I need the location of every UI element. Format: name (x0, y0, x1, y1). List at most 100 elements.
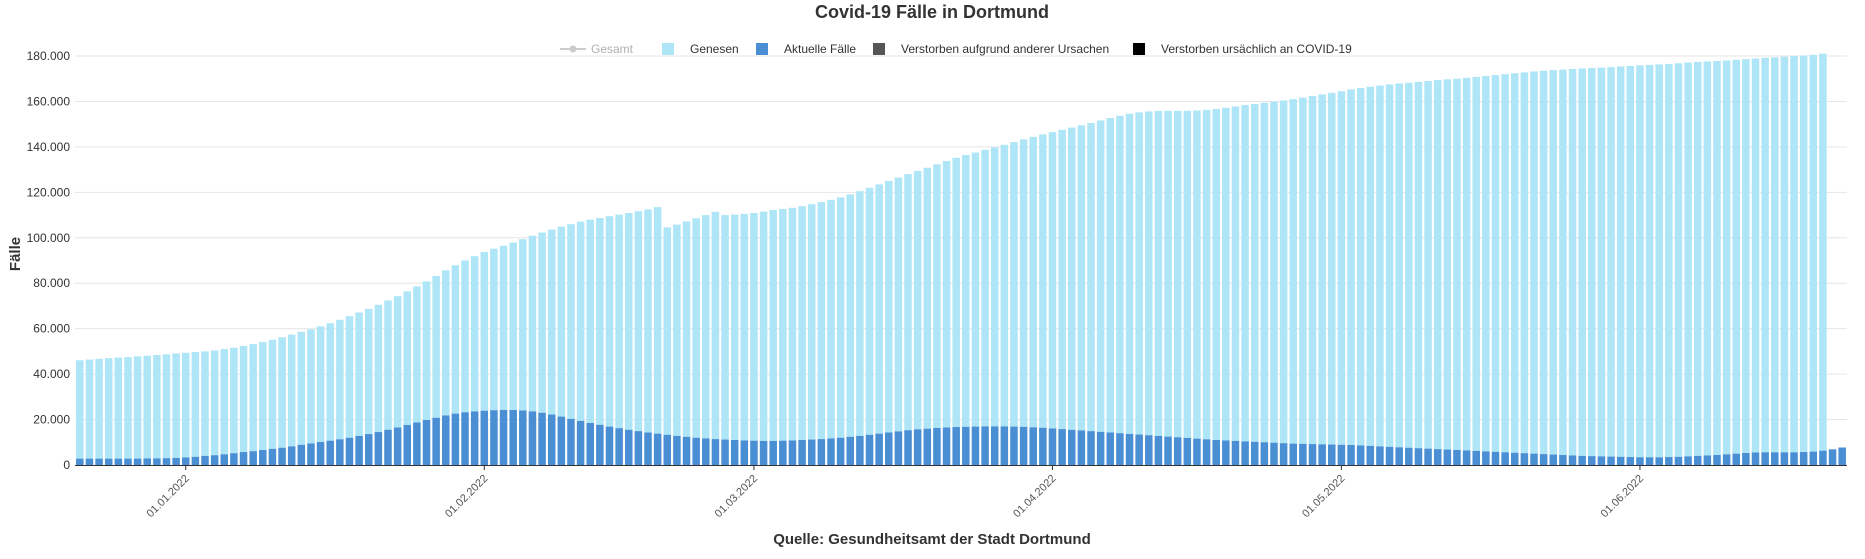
bar-aktuelle-faelle (817, 439, 826, 465)
bar-genesen (971, 152, 980, 427)
bar-aktuelle-faelle (1636, 457, 1644, 465)
bar-genesen (490, 248, 498, 411)
bar-aktuelle-faelle (615, 428, 623, 465)
bar-genesen (904, 174, 912, 431)
bar-genesen (942, 160, 951, 428)
bar-genesen (1655, 64, 1663, 458)
bar-aktuelle-faelle (1164, 436, 1172, 465)
bar-genesen (249, 344, 257, 452)
bar-aktuelle-faelle (1520, 453, 1529, 465)
bar-genesen (1665, 63, 1673, 458)
bar-aktuelle-faelle (740, 440, 749, 465)
bar-genesen (451, 265, 460, 414)
bar-genesen (1193, 110, 1201, 439)
bar-aktuelle-faelle (798, 440, 806, 465)
bar-aktuelle-faelle (1087, 431, 1095, 465)
bar-aktuelle-faelle (1414, 448, 1423, 465)
bar-genesen (1578, 68, 1586, 456)
legend: Gesamt Genesen Aktuelle Fälle Verstorben au… (560, 42, 1352, 56)
bar-genesen (1058, 129, 1066, 430)
bar-genesen (239, 345, 248, 453)
legend-item[interactable]: Aktuelle Fälle (756, 42, 856, 56)
bar-genesen (442, 270, 450, 416)
bar-genesen (547, 229, 556, 415)
bar-aktuelle-faelle (1106, 432, 1115, 465)
bar-genesen (230, 347, 238, 454)
bar-aktuelle-faelle (692, 437, 700, 465)
bar-genesen (1029, 136, 1037, 428)
bar-aktuelle-faelle (1761, 452, 1769, 465)
bar-aktuelle-faelle (297, 444, 306, 465)
bar-aktuelle-faelle (499, 410, 508, 465)
bar-genesen (1337, 91, 1346, 445)
bar-aktuelle-faelle (673, 435, 681, 465)
bar-genesen (1164, 110, 1172, 437)
bar-aktuelle-faelle (1616, 456, 1625, 465)
legend-item[interactable]: Genesen (662, 42, 739, 56)
bar-aktuelle-faelle (490, 410, 498, 465)
bar-genesen (865, 187, 874, 435)
legend-label: Gesamt (591, 42, 634, 56)
bar-aktuelle-faelle (875, 433, 883, 465)
bar-genesen (1684, 62, 1692, 457)
bar-genesen (114, 357, 123, 459)
bar-genesen (345, 316, 354, 438)
bar-aktuelle-faelle (1260, 442, 1269, 465)
bar-genesen (576, 221, 585, 421)
legend-label: Aktuelle Fälle (784, 42, 856, 56)
bar-aktuelle-faelle (538, 412, 546, 465)
bar-aktuelle-faelle (1212, 440, 1220, 465)
bar-genesen (76, 360, 84, 459)
y-tick-label: 20.000 (33, 413, 70, 427)
bar-genesen (85, 359, 94, 459)
bar-genesen (1742, 59, 1750, 453)
bar-aktuelle-faelle (1462, 450, 1471, 465)
bar-genesen (1395, 83, 1403, 448)
bar-genesen (316, 326, 325, 443)
bar-aktuelle-faelle (644, 432, 652, 465)
bar-genesen (1356, 88, 1365, 446)
bar-genesen (1289, 99, 1298, 444)
bar-genesen (1376, 85, 1384, 447)
bar-genesen (1751, 58, 1760, 453)
bar-genesen (1135, 112, 1143, 435)
bar-aktuelle-faelle (1799, 452, 1808, 465)
bar-aktuelle-faelle (759, 440, 768, 465)
y-tick-label: 80.000 (33, 276, 70, 290)
bar-genesen (528, 235, 537, 412)
bar-aktuelle-faelle (1145, 435, 1153, 465)
bar-genesen (721, 215, 729, 440)
bar-aktuelle-faelle (904, 430, 912, 465)
bar-aktuelle-faelle (230, 453, 238, 465)
legend-item[interactable]: Verstorben ursächlich an COVID-19 (1133, 42, 1352, 56)
legend-label: Verstorben ursächlich an COVID-19 (1161, 42, 1352, 56)
legend-item[interactable]: Verstorben aufgrund anderer Ursachen (873, 42, 1109, 56)
bar-genesen (846, 194, 855, 437)
bar-genesen (1761, 57, 1769, 453)
legend-color-swatch (1133, 43, 1145, 55)
bar-aktuelle-faelle (133, 458, 142, 465)
bar-aktuelle-faelle (432, 417, 440, 465)
bar-aktuelle-faelle (1568, 455, 1577, 465)
bar-aktuelle-faelle (1809, 451, 1818, 465)
bar-aktuelle-faelle (1077, 430, 1086, 465)
bar-genesen (413, 286, 421, 423)
bar-genesen (933, 164, 941, 428)
bar-aktuelle-faelle (990, 426, 999, 465)
bar-aktuelle-faelle (1722, 454, 1731, 465)
legend-item[interactable]: Gesamt (560, 42, 634, 56)
bar-genesen (1636, 65, 1644, 458)
bar-genesen (1645, 64, 1654, 458)
x-tick-label: 01.01.2022 (144, 473, 191, 520)
bar-genesen (1154, 110, 1163, 436)
bar-genesen (663, 227, 672, 435)
bar-aktuelle-faelle (1790, 452, 1798, 465)
bar-aktuelle-faelle (1270, 442, 1278, 465)
bar-aktuelle-faelle (634, 431, 643, 465)
bar-aktuelle-faelle (779, 440, 787, 465)
bar-aktuelle-faelle (1684, 456, 1692, 465)
bar-genesen (1732, 59, 1741, 454)
bar-genesen (730, 214, 739, 441)
bar-aktuelle-faelle (162, 458, 171, 465)
bar-aktuelle-faelle (191, 456, 200, 465)
